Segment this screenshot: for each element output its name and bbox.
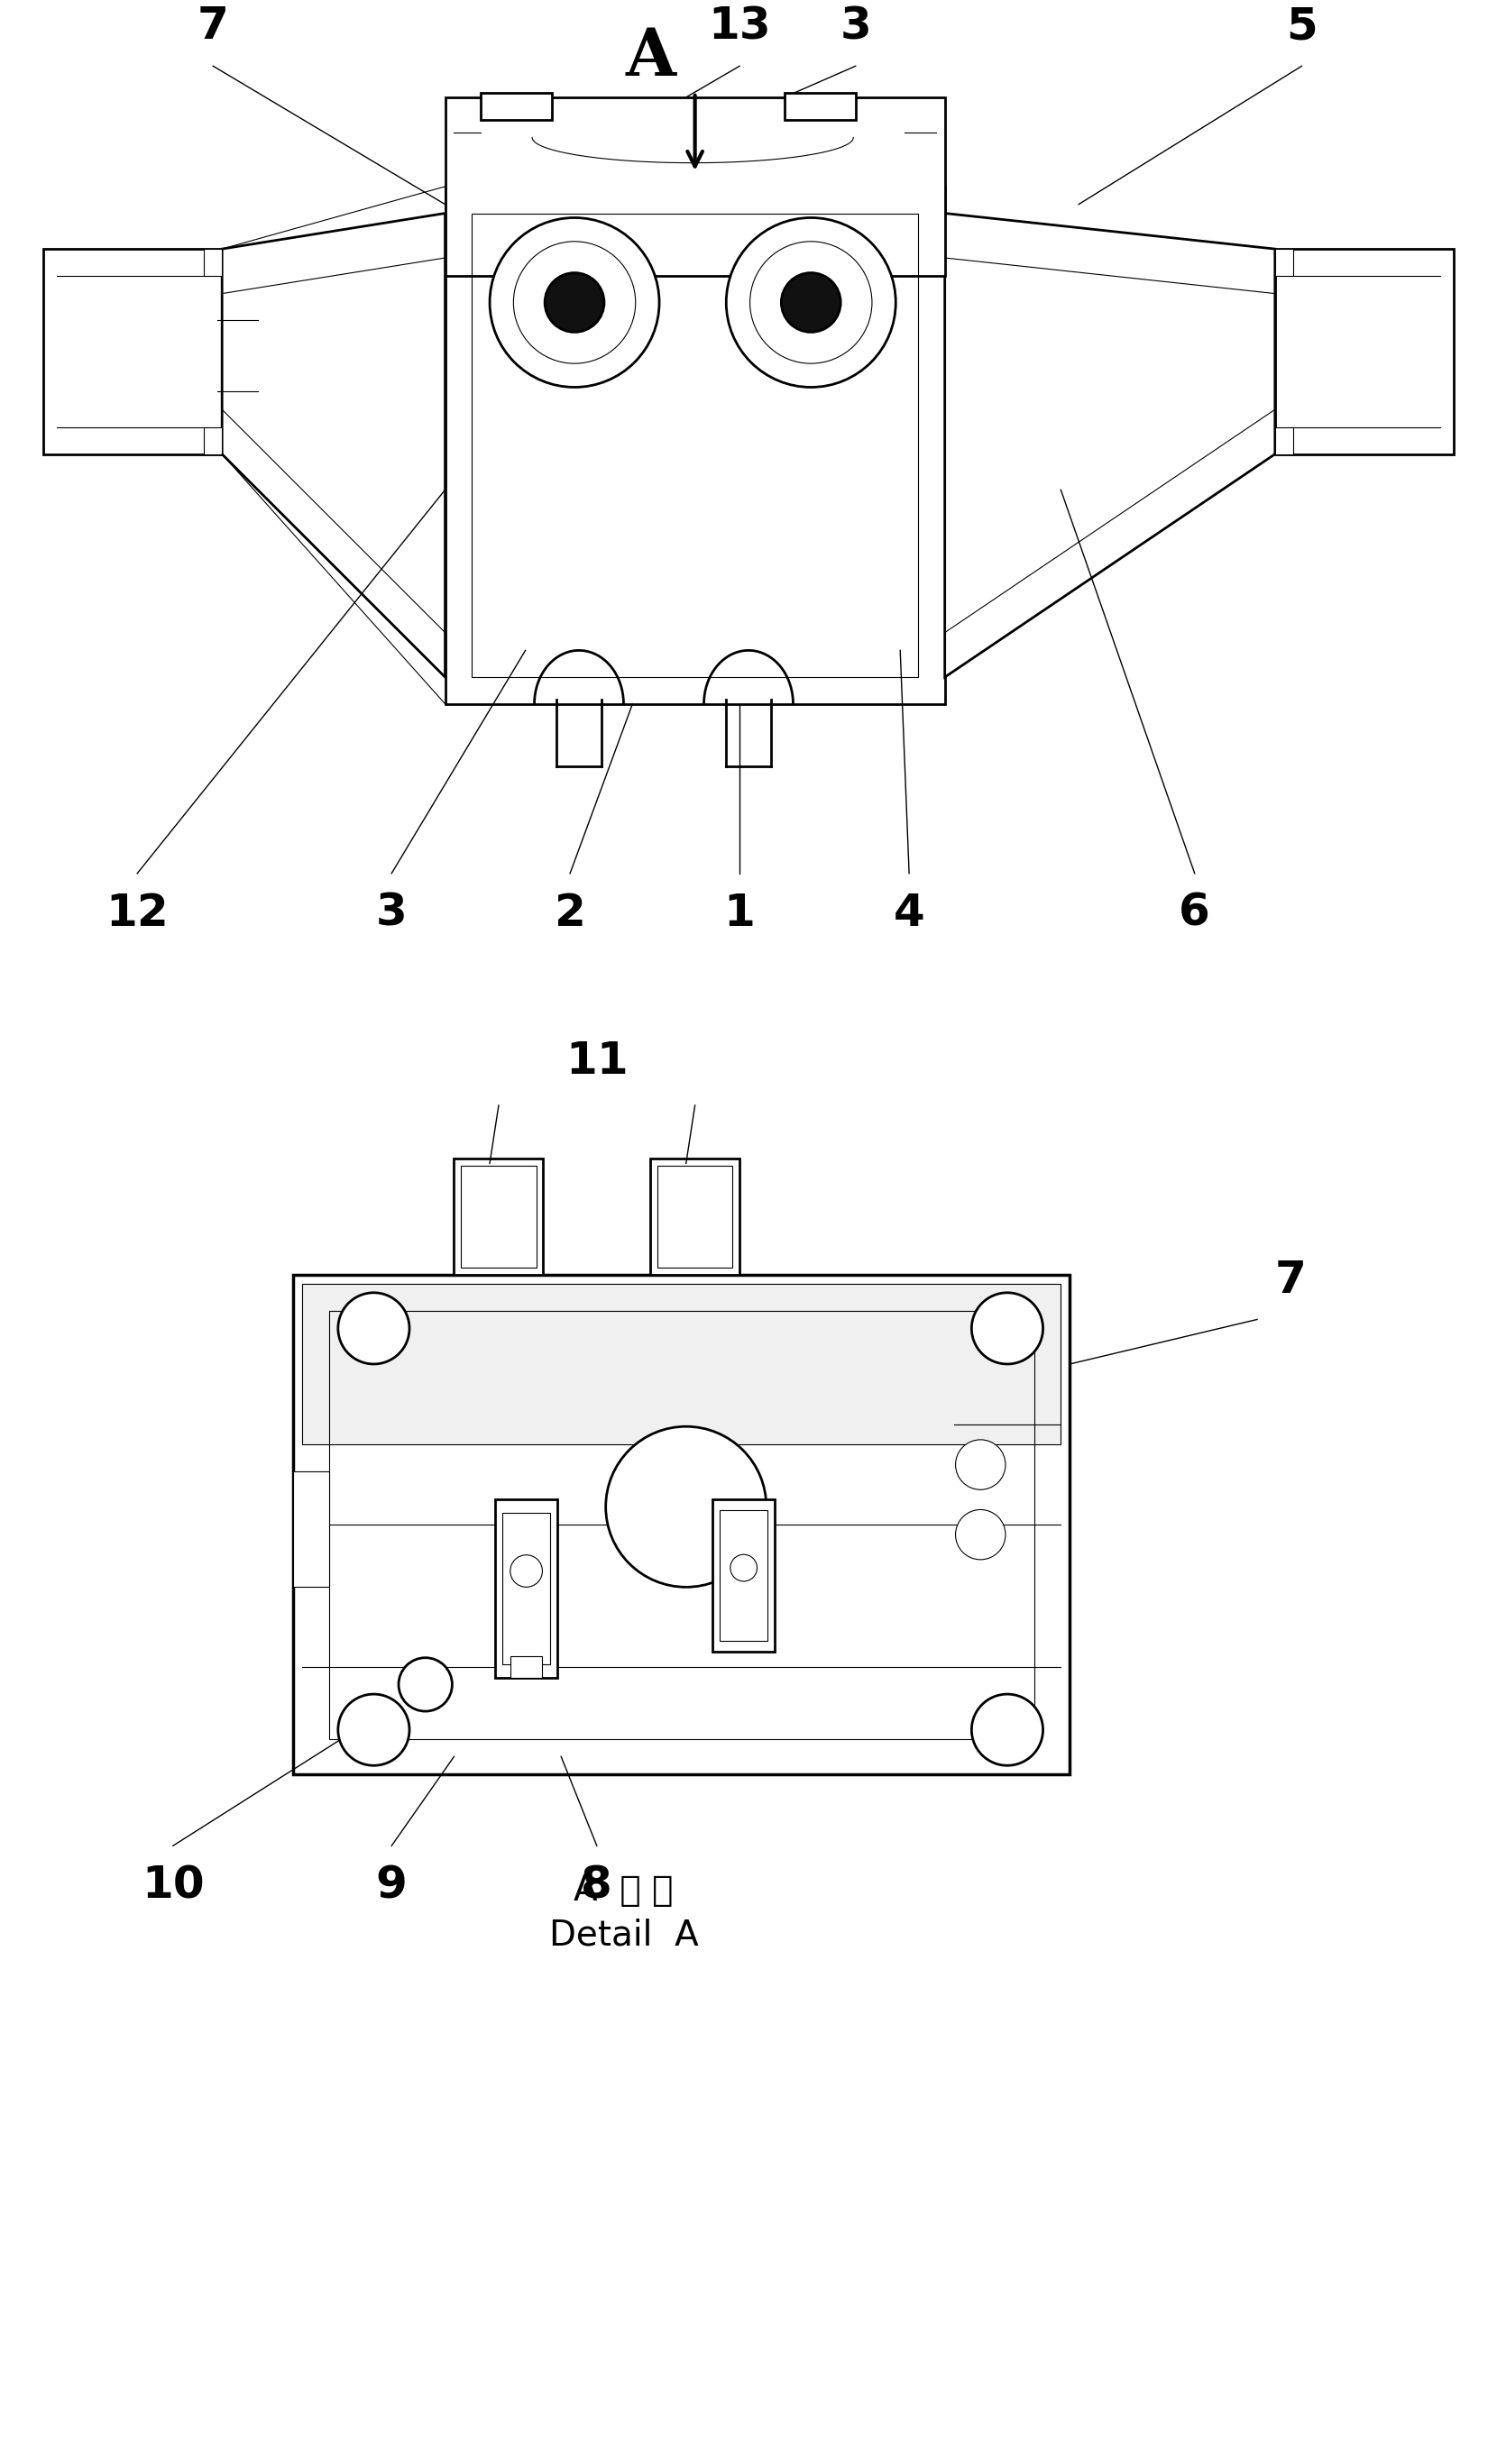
Circle shape (510, 1555, 542, 1587)
Bar (1275, 426, 1293, 453)
Bar (650, 1158, 740, 1274)
Polygon shape (222, 214, 445, 678)
Text: 4: 4 (894, 892, 925, 934)
Circle shape (972, 1695, 1043, 1767)
Bar (302, 1284, 1061, 1444)
Circle shape (750, 241, 871, 365)
Bar (472, 214, 918, 678)
Text: 11: 11 (566, 1040, 629, 1084)
Text: 12: 12 (106, 892, 169, 934)
Bar (1275, 249, 1293, 276)
Text: 1: 1 (725, 892, 756, 934)
Text: 3: 3 (840, 5, 871, 49)
Bar (510, 1656, 542, 1678)
Text: 3: 3 (376, 892, 407, 934)
Bar (713, 1501, 775, 1651)
Bar (293, 1471, 329, 1587)
Bar (481, 94, 552, 121)
Circle shape (513, 241, 636, 365)
Bar (1275, 249, 1454, 453)
Circle shape (606, 1427, 766, 1587)
Circle shape (955, 1510, 1006, 1560)
Text: 8: 8 (581, 1863, 612, 1907)
Bar (501, 1513, 551, 1666)
Bar (204, 249, 222, 276)
Bar (784, 94, 856, 121)
Bar (461, 1165, 536, 1266)
Text: 6: 6 (1180, 892, 1211, 934)
Circle shape (726, 217, 895, 387)
Text: 7: 7 (198, 5, 229, 49)
Bar (454, 1158, 543, 1274)
Circle shape (972, 1294, 1043, 1365)
Text: A: A (626, 25, 675, 89)
Text: 9: 9 (376, 1863, 407, 1907)
Circle shape (338, 1294, 409, 1365)
Bar (445, 96, 945, 276)
Circle shape (398, 1658, 452, 1712)
Circle shape (490, 217, 659, 387)
Polygon shape (945, 214, 1275, 678)
Circle shape (338, 1695, 409, 1767)
Circle shape (781, 274, 841, 333)
Text: Detail  A: Detail A (549, 1917, 698, 1951)
Text: 5: 5 (1286, 5, 1317, 49)
Bar (720, 1510, 768, 1641)
Text: 7: 7 (1275, 1259, 1307, 1301)
Bar (329, 1311, 1034, 1740)
Bar (445, 187, 945, 705)
Bar (496, 1501, 557, 1678)
Text: 2: 2 (554, 892, 585, 934)
Bar (204, 426, 222, 453)
Circle shape (731, 1555, 757, 1582)
Text: 13: 13 (708, 5, 771, 49)
Bar (293, 1274, 1070, 1774)
Bar (657, 1165, 732, 1266)
Text: A  詳 細: A 詳 細 (573, 1873, 674, 1907)
Text: 10: 10 (142, 1863, 205, 1907)
Bar (43, 249, 222, 453)
Circle shape (955, 1439, 1006, 1491)
Circle shape (545, 274, 605, 333)
